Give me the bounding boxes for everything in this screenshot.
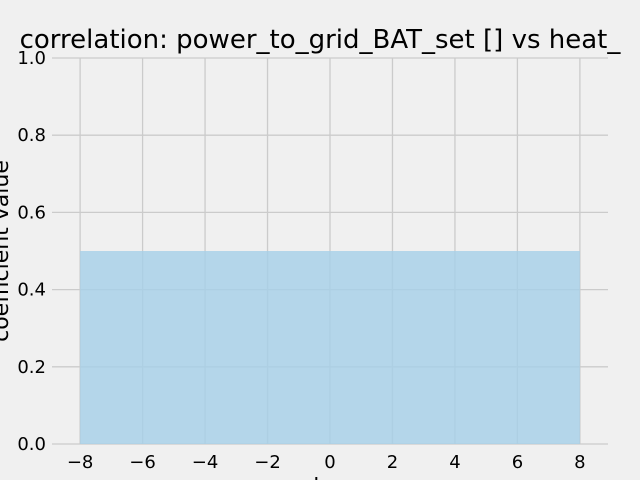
y-tick-label: 0.0 [17, 434, 46, 455]
y-tick-label: 0.2 [17, 357, 46, 378]
y-tick-label: 0.4 [17, 280, 46, 301]
plot-area [80, 251, 580, 444]
chart-title: correlation: power_to_grid_BAT_set [] vs… [20, 25, 622, 55]
y-tick-label: 1.0 [17, 48, 46, 69]
x-tick-label: −6 [129, 452, 156, 473]
x-axis-label: lag [313, 475, 347, 480]
x-axis-ticks: −8 −6 −4 −2 0 2 4 6 8 [67, 452, 586, 473]
y-tick-label: 0.6 [17, 202, 46, 223]
y-tick-label: 0.8 [17, 125, 46, 146]
x-tick-label: 4 [449, 452, 460, 473]
y-axis-label: coefficient value [0, 160, 14, 342]
x-tick-label: −8 [67, 452, 94, 473]
confidence-band-area [80, 251, 580, 444]
y-axis-ticks: 0.0 0.2 0.4 0.6 0.8 1.0 [17, 48, 46, 455]
x-tick-label: 8 [574, 452, 585, 473]
x-tick-label: 6 [512, 452, 523, 473]
x-tick-label: −4 [192, 452, 219, 473]
x-tick-label: −2 [254, 452, 281, 473]
x-tick-label: 2 [387, 452, 398, 473]
x-tick-label: 0 [324, 452, 335, 473]
